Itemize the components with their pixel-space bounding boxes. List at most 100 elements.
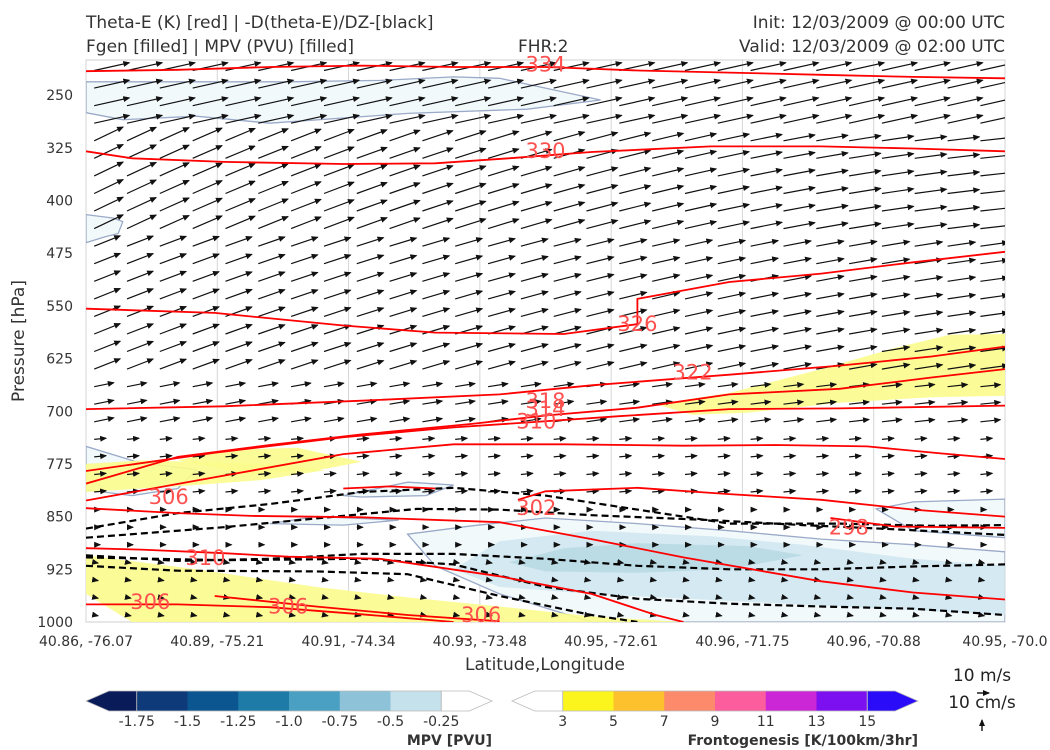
wind-vector: [684, 308, 714, 317]
wind-vector: [816, 239, 845, 247]
quiver-key-vertical: 10 cm/s: [948, 693, 1016, 713]
wind-vector: [126, 126, 158, 142]
x-tick-label: 40.89, -75.21: [170, 634, 264, 650]
wind-vector: [947, 257, 977, 265]
wind-vector: [356, 289, 385, 300]
wind-vector: [750, 185, 783, 195]
wind-vector: [159, 270, 188, 282]
wind-vector: [783, 203, 816, 212]
wind-vector: [290, 146, 322, 159]
wind-vector: [488, 381, 509, 388]
wind-vector: [126, 470, 140, 477]
colorbar-tick-label: -1.75: [119, 714, 155, 730]
wind-vector: [586, 399, 608, 406]
wind-vector: [717, 399, 739, 406]
theta-e-contour: [86, 603, 454, 622]
wind-vector: [652, 202, 685, 212]
wind-vector: [717, 96, 754, 107]
wind-vector: [551, 611, 559, 618]
wind-vector: [192, 470, 206, 477]
wind-vector: [291, 488, 305, 495]
wind-vector: [881, 221, 915, 230]
theta-e-contour: [343, 485, 436, 490]
wind-vector: [881, 134, 915, 142]
wind-vector: [520, 183, 553, 195]
wind-vector: [192, 127, 223, 142]
wind-vector: [717, 344, 747, 353]
wind-vector: [684, 149, 718, 159]
wind-vector: [914, 327, 944, 335]
wind-vector: [192, 288, 220, 300]
wind-vector: [192, 488, 206, 495]
wind-vector: [225, 488, 239, 495]
wind-vector: [94, 113, 131, 124]
theta-e-label: 306: [268, 594, 308, 618]
wind-vector: [91, 576, 100, 583]
colorbar-frame: [562, 690, 868, 712]
wind-vector: [422, 416, 444, 423]
y-tick-label: 325: [46, 141, 73, 157]
wind-vector: [750, 132, 783, 142]
wind-vector: [616, 558, 625, 565]
wind-vector: [192, 435, 206, 442]
wind-vector: [881, 327, 911, 335]
wind-vector: [487, 272, 516, 282]
wind-vector: [715, 558, 723, 565]
colorbar-segment: [715, 691, 767, 711]
wind-vector: [914, 382, 936, 389]
wind-vector: [980, 345, 1005, 353]
wind-vector: [849, 203, 882, 212]
wind-vector: [290, 416, 312, 423]
wind-vector: [750, 488, 764, 495]
wind-vector: [980, 292, 1005, 300]
wind-vector: [553, 96, 590, 107]
wind-vector: [518, 558, 526, 565]
wind-vector: [652, 399, 673, 406]
wind-vector: [354, 594, 362, 600]
wind-vector: [290, 381, 312, 388]
wind-vector: [879, 611, 887, 618]
wind-vector: [586, 416, 608, 423]
wind-vector: [159, 235, 188, 247]
wind-vector: [717, 417, 739, 423]
y-tick-label: 1000: [37, 615, 73, 631]
wind-vector: [455, 217, 487, 230]
wind-vector: [945, 594, 953, 600]
wind-vector: [225, 113, 262, 124]
stability-contour: [86, 486, 1005, 530]
colorbar-tick-label: 11: [757, 714, 775, 730]
wind-vector: [717, 470, 731, 477]
wind-vector: [518, 611, 526, 618]
wind-vector: [124, 611, 132, 618]
wind-vector: [914, 96, 951, 107]
wind-vector: [258, 236, 286, 247]
wind-vector: [387, 576, 395, 583]
wind-vector: [485, 611, 493, 618]
wind-vector: [455, 165, 487, 177]
wind-vector: [389, 78, 426, 89]
wind-vector: [225, 235, 253, 247]
colorbar-tick-label: 9: [711, 714, 720, 730]
wind-vector: [652, 184, 685, 195]
wind-vector: [258, 216, 289, 230]
wind-vector: [717, 220, 751, 230]
stability-contours: [86, 486, 1005, 622]
wind-vector: [783, 113, 820, 124]
wind-vector: [159, 416, 181, 423]
wind-vector: [684, 470, 698, 477]
wind-vector: [750, 61, 787, 72]
wind-vector: [124, 594, 132, 600]
wind-vector: [553, 61, 590, 72]
wind-vector: [126, 96, 164, 107]
wind-vector: [652, 326, 681, 335]
wind-vector: [717, 61, 754, 72]
wind-vector: [619, 325, 648, 335]
wind-vector: [881, 186, 915, 195]
wind-vector: [619, 381, 641, 388]
wind-vector: [258, 253, 286, 265]
wind-vector: [914, 399, 936, 406]
wind-vector: [94, 488, 108, 495]
wind-vector: [159, 78, 196, 89]
wind-vector: [159, 179, 190, 195]
wind-vector: [684, 435, 698, 442]
